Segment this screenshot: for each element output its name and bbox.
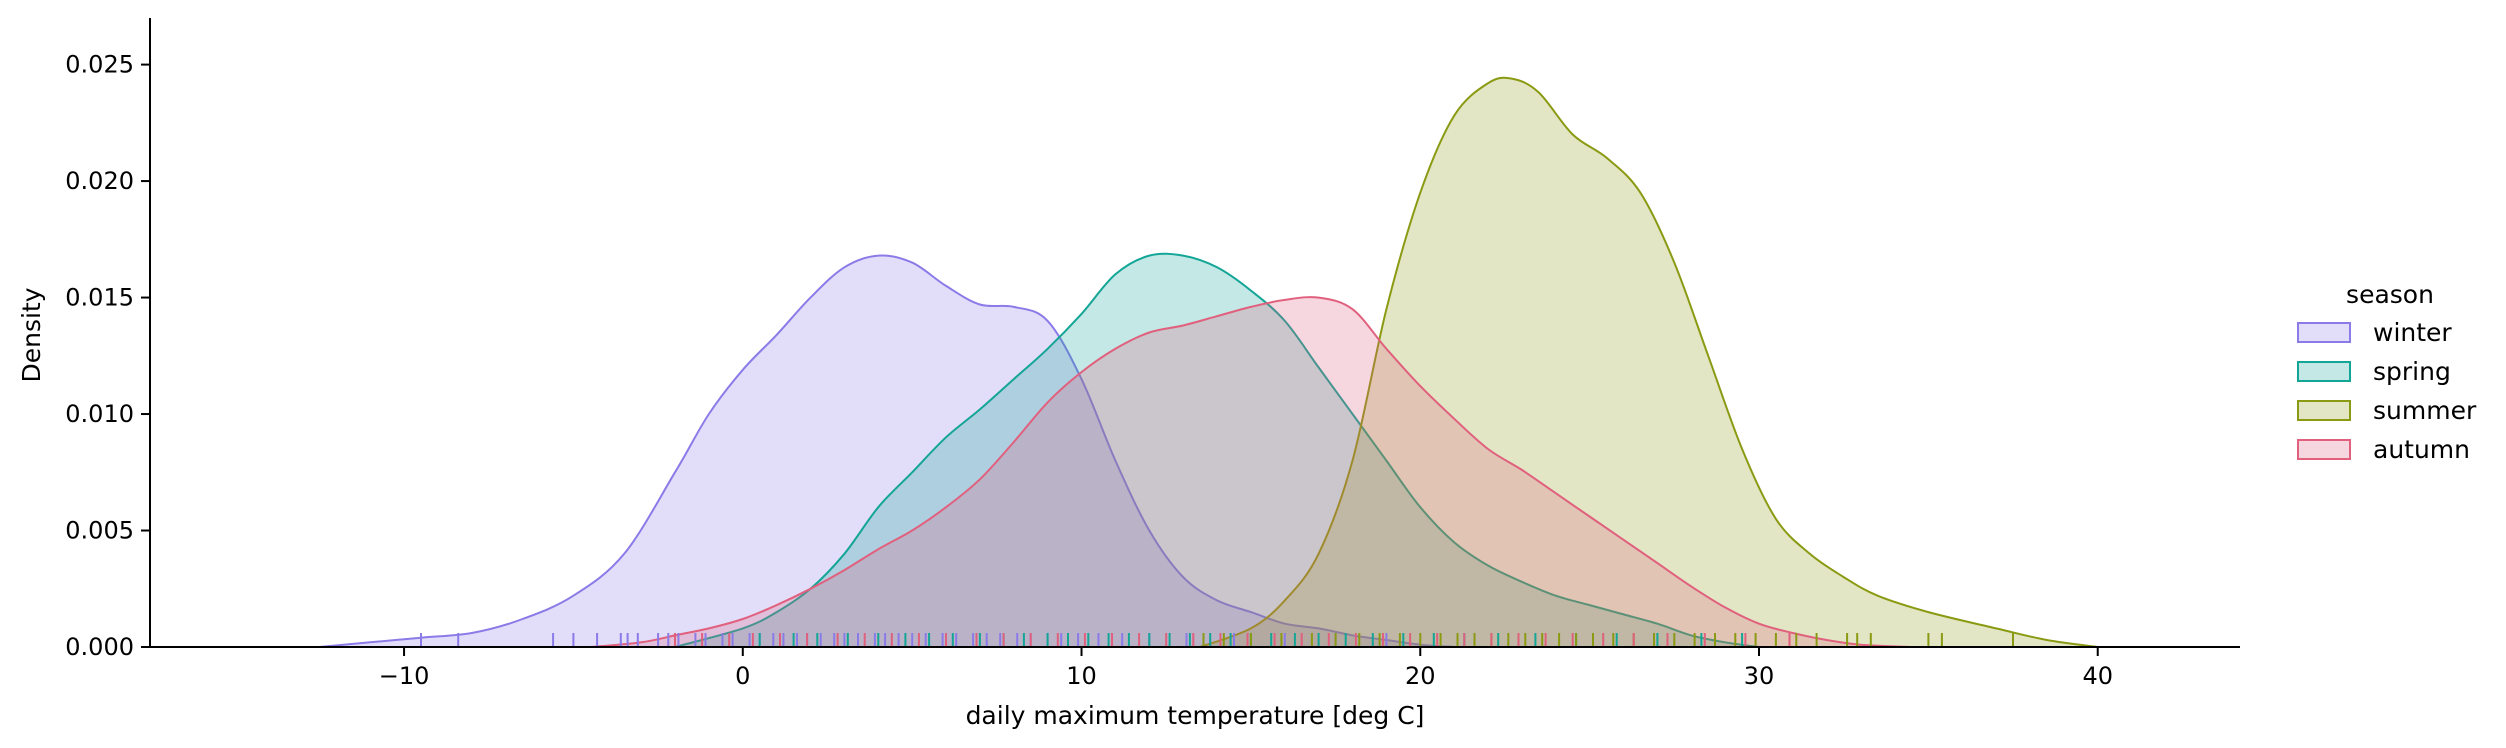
y-tick-label: 0.010 [65, 400, 134, 428]
x-tick-label: 20 [1405, 662, 1436, 690]
y-tick-label: 0.020 [65, 167, 134, 195]
x-tick-label: 40 [2082, 662, 2113, 690]
density-area-autumn [590, 297, 1912, 647]
legend-title: season [2346, 280, 2434, 309]
legend-label-autumn: autumn [2373, 435, 2470, 464]
x-tick-label: 30 [1744, 662, 1775, 690]
y-tick-label: 0.025 [65, 51, 134, 79]
legend-swatch-spring [2297, 361, 2351, 382]
legend-swatch-winter [2297, 322, 2351, 343]
x-tick-label: −10 [379, 662, 430, 690]
density-areas [319, 76, 2098, 648]
x-axis-label: daily maximum temperature [deg C] [966, 701, 1425, 730]
legend-swatch-summer [2297, 400, 2351, 421]
legend-label-summer: summer [2373, 396, 2477, 425]
y-tick-label: 0.005 [65, 517, 134, 545]
x-tick-label: 0 [735, 662, 750, 690]
density-area-summer [1200, 77, 2098, 647]
y-axis-ticks: 0.000 0.005 0.010 0.015 0.020 0.025 [65, 51, 150, 661]
y-tick-label: 0.015 [65, 284, 134, 312]
density-line-spring [674, 252, 1760, 648]
legend-label-winter: winter [2373, 318, 2452, 347]
density-line-winter [319, 254, 1455, 648]
density-line-autumn [590, 296, 1912, 648]
x-axis-ticks: −10 0 10 20 30 40 [379, 647, 2113, 690]
x-tick-label: 10 [1066, 662, 1097, 690]
density-area-winter [319, 255, 1455, 647]
legend: season winter spring summer autumn [2297, 280, 2477, 464]
y-tick-label: 0.000 [65, 633, 134, 661]
density-area-spring [675, 253, 1759, 647]
legend-label-spring: spring [2373, 357, 2451, 386]
y-axis-label: Density [17, 287, 46, 382]
density-line-summer [1199, 76, 2098, 648]
legend-swatch-autumn [2297, 439, 2351, 460]
rug-marks [420, 633, 2014, 647]
